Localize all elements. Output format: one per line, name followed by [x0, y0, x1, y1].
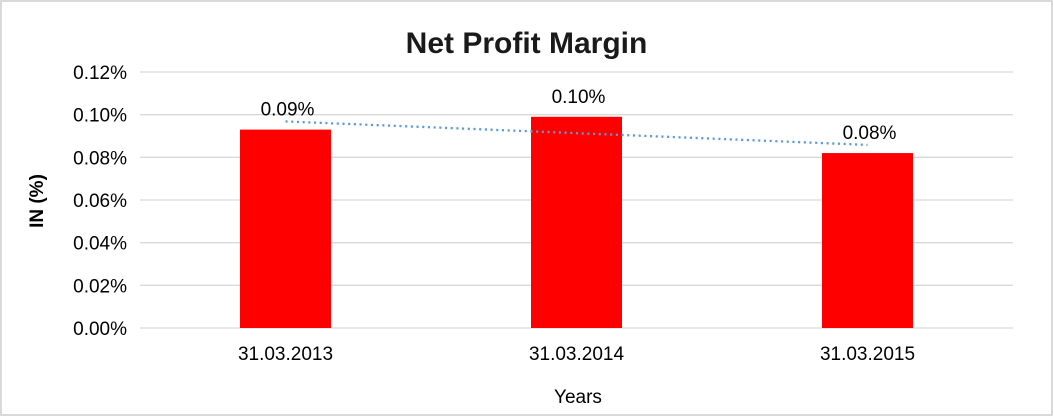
- data-label: 0.08%: [843, 123, 897, 144]
- x-axis-title: Years: [554, 387, 602, 408]
- y-tick-label: 0.02%: [73, 276, 127, 297]
- chart-title: Net Profit Margin: [405, 27, 648, 60]
- data-label: 0.09%: [261, 100, 315, 121]
- bar-31.03.2015: [822, 153, 913, 328]
- x-tick-label: 31.03.2015: [820, 344, 915, 365]
- y-tick-label: 0.10%: [73, 106, 127, 127]
- data-label: 0.10%: [552, 87, 606, 108]
- y-tick-label: 0.06%: [73, 191, 127, 212]
- trendline: [285, 120, 868, 147]
- y-tick-label: 0.04%: [73, 234, 127, 255]
- x-tick-label: 31.03.2014: [529, 344, 625, 365]
- y-tick-label: 0.08%: [73, 148, 127, 169]
- bar-31.03.2013: [240, 129, 331, 328]
- y-tick-label: 0.12%: [73, 63, 127, 84]
- x-tick-label: 31.03.2013: [238, 344, 333, 365]
- bar-31.03.2014: [531, 116, 622, 328]
- y-tick-label: 0.00%: [73, 319, 127, 340]
